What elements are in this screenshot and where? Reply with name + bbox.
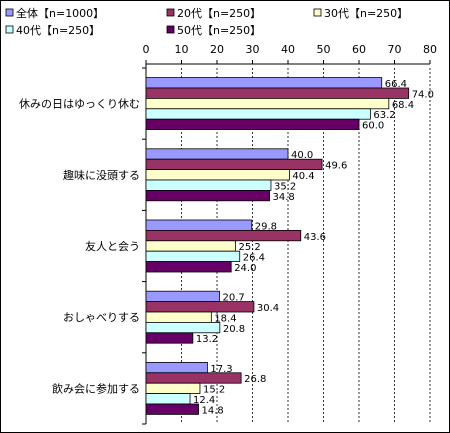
data-label-3-series-5: 24.0 (234, 263, 256, 274)
bar-3-series-3 (145, 240, 236, 252)
bar-3-series-1 (145, 219, 253, 231)
x-tick-label-10: 10 (175, 43, 189, 56)
data-label-2-series-5: 34.8 (273, 192, 295, 203)
bar-4-series-4 (145, 321, 221, 334)
legend-label-4: 40代【n=250】 (16, 24, 100, 37)
category-label-5: 飲み会に参加する (52, 381, 140, 395)
data-label-4-series-5: 13.2 (196, 334, 218, 345)
category-label-1: 休みの日はゆっくり休む (19, 98, 140, 111)
bar-3-series-4 (145, 250, 241, 262)
bar-4-series-2 (145, 301, 255, 313)
legend-swatch-2 (166, 8, 175, 17)
data-label-1-series-4: 63.2 (373, 110, 395, 121)
legend-swatch-4 (5, 25, 14, 34)
data-label-5-series-5: 14.8 (202, 405, 224, 416)
data-label-5-series-1: 17.3 (210, 364, 232, 375)
legend-label-5: 50代【n=250】 (177, 24, 261, 37)
data-label-1-series-2: 74.0 (412, 89, 434, 100)
category-label-4: おしゃべりする (63, 311, 140, 324)
x-tick-label-20: 20 (210, 43, 224, 56)
legend-swatch-1 (5, 8, 14, 17)
category-label-2: 趣味に没頭する (63, 168, 140, 182)
bar-1-series-4 (145, 108, 371, 120)
data-label-3-series-4: 26.4 (243, 253, 265, 264)
bar-1-series-3 (145, 98, 390, 110)
bar-2-series-3 (145, 169, 290, 181)
data-label-1-series-5: 60.0 (362, 121, 384, 132)
data-label-1-series-1: 66.4 (385, 79, 407, 90)
data-label-1-series-3: 68.4 (392, 100, 414, 111)
data-label-2-series-1: 40.0 (291, 150, 313, 161)
bar-5-series-2 (145, 372, 242, 384)
bar-1-series-2 (145, 87, 410, 99)
legend-swatch-5 (166, 25, 175, 34)
bar-3-series-2 (145, 229, 302, 242)
x-tick-label-30: 30 (246, 43, 260, 56)
data-label-3-series-2: 43.6 (304, 232, 326, 243)
bar-3-series-5 (145, 261, 232, 273)
bar-4-series-5 (145, 332, 194, 344)
bar-2-series-5 (145, 189, 270, 202)
bar-1-series-5 (145, 118, 360, 130)
data-label-4-series-2: 30.4 (257, 303, 279, 314)
legend-label-3: 30代【n=250】 (324, 7, 408, 20)
bar-5-series-5 (145, 403, 199, 415)
data-label-4-series-1: 20.7 (222, 293, 244, 304)
legend-label-1: 全体【n=1000】 (16, 6, 104, 20)
bar-2-series-4 (145, 179, 272, 191)
data-label-5-series-3: 15.2 (203, 385, 225, 396)
bar-2-series-2 (145, 158, 323, 170)
bar-5-series-1 (145, 361, 208, 374)
bar-4-series-1 (145, 290, 220, 303)
data-label-2-series-2: 49.6 (325, 161, 347, 172)
x-tick-label-60: 60 (352, 43, 366, 56)
x-tick-label-70: 70 (388, 43, 402, 56)
category-label-3: 友人と会う (85, 239, 140, 253)
data-label-3-series-1: 29.8 (255, 221, 277, 232)
data-label-4-series-3: 18.4 (214, 313, 236, 324)
data-label-2-series-4: 35.2 (274, 181, 296, 192)
x-tick-label-40: 40 (281, 43, 295, 56)
legend-swatch-3 (313, 8, 322, 17)
bar-4-series-3 (145, 311, 212, 323)
data-label-4-series-4: 20.8 (223, 324, 245, 335)
bar-1-series-1 (145, 77, 383, 89)
data-label-5-series-4: 12.4 (193, 395, 215, 406)
x-tick-label-50: 50 (317, 43, 331, 56)
legend-label-2: 20代【n=250】 (177, 7, 261, 20)
data-label-2-series-3: 40.4 (292, 171, 314, 182)
bar-5-series-4 (145, 393, 191, 405)
data-label-3-series-3: 25.2 (238, 242, 260, 253)
x-tick-label-80: 80 (423, 43, 437, 56)
bar-5-series-3 (145, 382, 201, 395)
bar-2-series-1 (145, 148, 289, 160)
data-label-5-series-2: 26.8 (244, 374, 266, 385)
x-tick-label-0: 0 (143, 43, 150, 56)
